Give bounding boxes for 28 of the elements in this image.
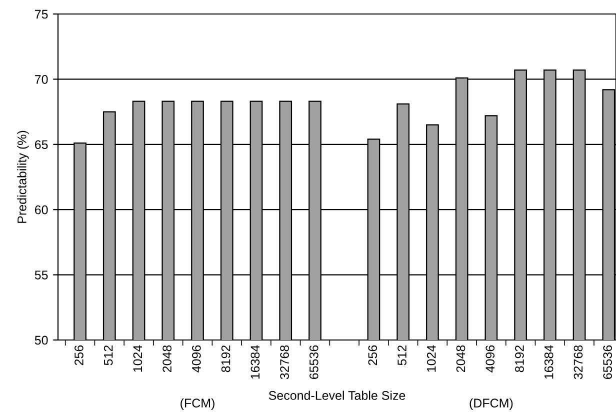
text: (FCM)	[180, 398, 214, 410]
x-tick-label: 16384	[544, 345, 554, 379]
x-tick-label: 8192	[515, 345, 524, 372]
x-tick-label: 4096	[486, 345, 495, 372]
x-tick-label: 1024	[426, 345, 436, 372]
x-tick-label: 2048	[456, 345, 466, 372]
x-tick-label: 4096	[192, 345, 201, 372]
x-tick-label: 1024	[133, 345, 142, 372]
y-tick-label: 60	[35, 205, 48, 214]
y-tick-label: 55	[34, 270, 48, 280]
y-tick-label: 50	[34, 336, 48, 345]
y-tick-label: 75	[35, 10, 48, 19]
x-tick-label: 512	[104, 345, 113, 366]
x-tick-label: 32768	[574, 345, 583, 380]
x-tick-label: 256	[368, 345, 378, 366]
x-tick-label: 8192	[221, 345, 230, 372]
y-tick-label: 65	[35, 140, 48, 150]
y-axis-title: Predictability (%)	[17, 130, 29, 223]
x-tick-label: 16384	[250, 345, 260, 379]
text: (DFCM)	[470, 398, 513, 410]
x-tick-label: 65536	[309, 345, 318, 379]
x-tick-label: 256	[74, 345, 84, 366]
y-tick-label: 70	[35, 75, 48, 84]
x-tick-label: 32768	[280, 345, 289, 380]
x-tick-label: 2048	[162, 345, 172, 372]
x-axis-title: Second-Level Table Size	[268, 390, 406, 400]
x-tick-label: 65536	[603, 345, 612, 379]
x-tick-label: 512	[398, 345, 406, 366]
